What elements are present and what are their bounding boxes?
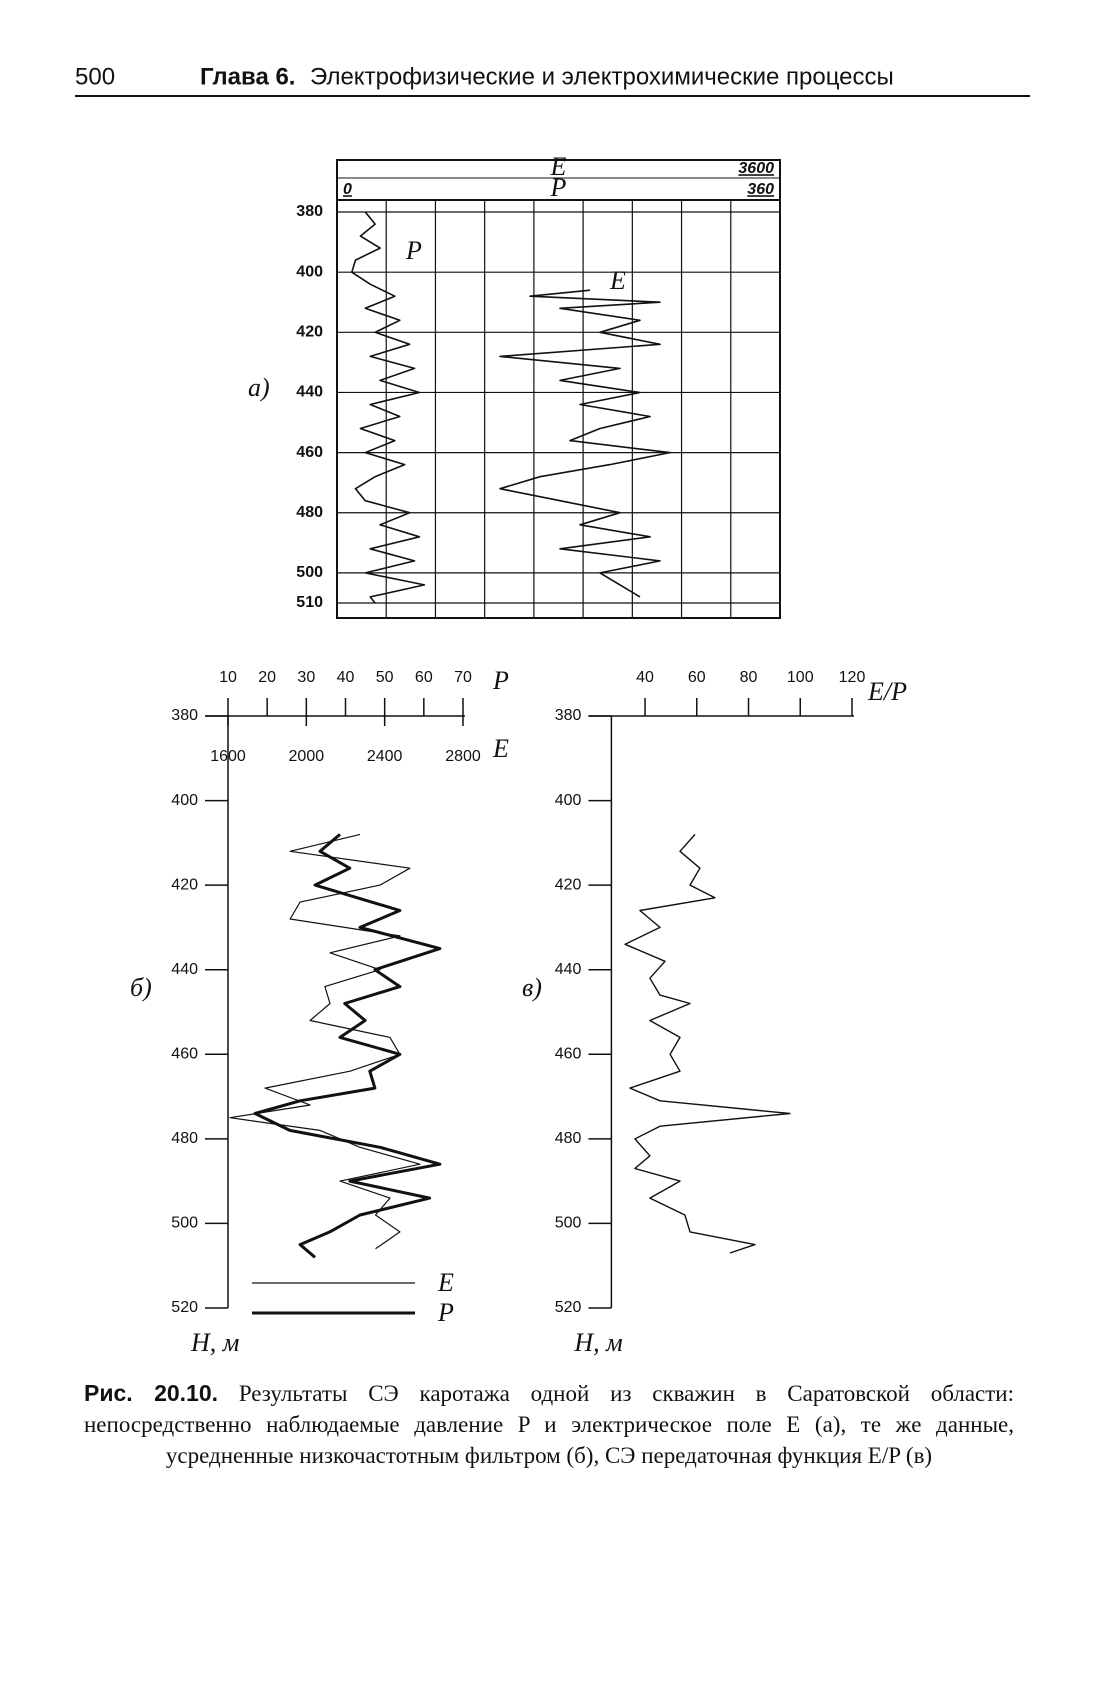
depth-tick-label: 400 [171, 792, 198, 809]
value-tick-label: 40 [636, 669, 654, 686]
depth-tick-label: 500 [296, 564, 323, 581]
caption: Рис. 20.10. Результаты СЭ каротажа одной… [84, 1378, 1014, 1471]
scale-name: E [550, 152, 567, 181]
depth-tick-label: 380 [171, 707, 198, 724]
value-tick-label: 50 [376, 669, 394, 686]
value2-tick-label: 2400 [367, 748, 403, 765]
frame [336, 159, 781, 619]
depth-tick-label: 510 [296, 594, 323, 611]
scale-tick-label: 0 [343, 181, 352, 198]
value-tick-label: 60 [688, 669, 706, 686]
value-tick-label: 80 [740, 669, 758, 686]
data-line [624, 833, 791, 1254]
depth-axis-label: H, м [190, 1328, 239, 1357]
depth-tick-label: 440 [296, 384, 323, 401]
depth-tick-label: 420 [171, 876, 198, 893]
page-number: 500 [75, 63, 115, 90]
scale-tick-label: 3600 [738, 160, 774, 177]
running-title: Электрофизические и электрохимические пр… [310, 63, 894, 90]
caption-label: Рис. 20.10. [84, 1380, 219, 1406]
legend-label: P [437, 1298, 454, 1327]
panel-label: в) [522, 973, 542, 1002]
chapter: Глава 6. [200, 63, 295, 90]
value-tick-label: 70 [454, 669, 472, 686]
value2-tick-label: 2000 [289, 748, 325, 765]
depth-tick-label: 480 [296, 504, 323, 521]
depth-tick-label: 380 [555, 707, 582, 724]
depth-tick-label: 440 [171, 961, 198, 978]
value-axis-label: P [492, 666, 509, 695]
value-tick-label: 60 [415, 669, 433, 686]
value2-axis-label: E [492, 734, 509, 763]
data-line [499, 289, 671, 598]
value2-tick-label: 2800 [445, 748, 481, 765]
scale-name: P [550, 173, 567, 202]
value-tick-label: 100 [787, 669, 814, 686]
value-tick-label: 20 [258, 669, 276, 686]
depth-tick-label: 500 [171, 1215, 198, 1232]
value-tick-label: 40 [337, 669, 355, 686]
panel-label: б) [130, 973, 152, 1002]
depth-tick-label: 480 [171, 1130, 198, 1147]
scale-tick-label: 360 [747, 181, 774, 198]
depth-tick-label: 500 [555, 1215, 582, 1232]
curve-label: E [609, 266, 626, 295]
panel-label: а) [248, 373, 270, 402]
data-line [351, 211, 426, 604]
value-axis-label: E/P [867, 677, 907, 706]
value2-tick-label: 1600 [210, 748, 246, 765]
depth-tick-label: 480 [555, 1130, 582, 1147]
value-tick-label: 30 [297, 669, 315, 686]
depth-tick-label: 400 [296, 263, 323, 280]
data-line [229, 833, 421, 1250]
depth-tick-label: 400 [555, 792, 582, 809]
legend-label: E [437, 1268, 454, 1297]
depth-tick-label: 460 [555, 1046, 582, 1063]
value-tick-label: 10 [219, 669, 237, 686]
depth-axis-label: H, м [573, 1328, 622, 1357]
depth-tick-label: 460 [296, 444, 323, 461]
depth-tick-label: 380 [296, 203, 323, 220]
depth-tick-label: 420 [296, 324, 323, 341]
depth-tick-label: 440 [555, 961, 582, 978]
depth-tick-label: 420 [555, 876, 582, 893]
depth-tick-label: 520 [555, 1299, 582, 1316]
data-line [253, 833, 442, 1259]
curve-label: P [405, 236, 422, 265]
depth-tick-label: 520 [171, 1299, 198, 1316]
depth-tick-label: 460 [171, 1046, 198, 1063]
caption-text: Результаты СЭ каротажа одной из скважин … [84, 1381, 1015, 1468]
value-tick-label: 120 [839, 669, 866, 686]
